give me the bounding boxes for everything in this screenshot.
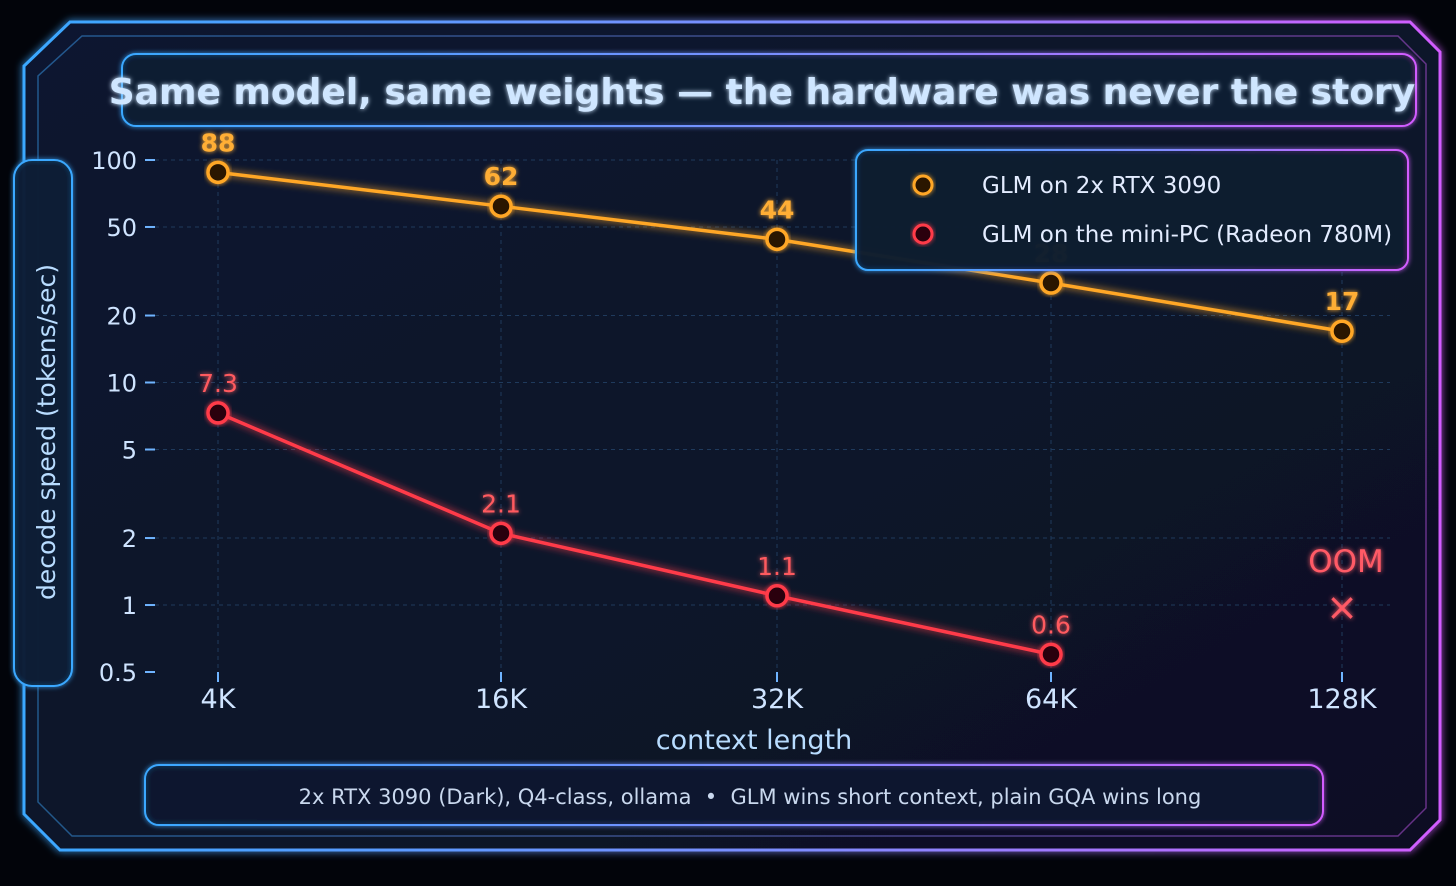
y-tick-label: 0.5 [99,659,137,687]
data-label: 17 [1325,287,1360,316]
legend-marker-series-a [912,174,934,196]
legend-item-series-a: GLM on 2x RTX 3090 [880,173,1221,199]
legend-item-series-b: GLM on the mini-PC (Radeon 780M) [880,222,1392,248]
title-box: Same model, same weights — the hardware … [109,53,1417,127]
data-point [206,401,230,425]
data-label: 0.6 [1031,610,1071,639]
x-tick-label: 32K [751,684,804,715]
y-tick-label: 50 [106,214,137,242]
legend: GLM on 2x RTX 3090 GLM on the mini-PC (R… [855,149,1409,271]
data-label: 88 [201,128,236,157]
data-point [489,521,513,546]
x-tick-labels: 4K 16K 32K 64K 128K [201,684,1378,715]
series-b: 7.3 2.1 1.1 0.6 [198,369,1071,667]
data-point [1330,319,1354,343]
data-point [489,194,513,218]
data-point [765,584,789,608]
data-point [1039,642,1063,667]
x-tick-label: 16K [475,684,528,715]
y-axis-title: decode speed (tokens/sec) [32,264,61,600]
data-label: 2.1 [481,489,521,518]
x-tick-label: 4K [201,684,237,715]
series-group: 88624428177.32.11.10.6 [198,128,1360,667]
data-label: 1.1 [757,552,797,581]
x-axis-title: context length [656,725,852,756]
y-axis-title-box: decode speed (tokens/sec) [13,159,73,687]
data-label: 7.3 [198,369,238,398]
data-point [1039,271,1063,295]
series-line [217,411,1052,657]
y-tick-label: 2 [122,525,137,553]
footer-note: 2x RTX 3090 (Dark), Q4-class, ollama • G… [299,785,1202,809]
data-label: 62 [484,162,519,191]
legend-marker-series-b [912,223,934,245]
chart-title: Same model, same weights — the hardware … [109,72,1416,113]
x-tick-label: 128K [1307,684,1378,715]
legend-label-series-a: GLM on 2x RTX 3090 [982,173,1221,199]
y-tick-label: 1 [122,592,137,620]
y-tick-label: 100 [91,147,137,175]
annotations: OOM × [1308,544,1384,629]
oom-marker: × [1326,585,1358,629]
y-tick-label: 10 [106,370,137,398]
data-label: 44 [760,195,795,224]
x-tick-label: 64K [1025,684,1078,715]
oom-label: OOM [1308,544,1384,580]
y-tick-label: 5 [122,436,137,464]
legend-label-series-b: GLM on the mini-PC (Radeon 780M) [982,222,1392,248]
y-tick-label: 20 [106,303,137,331]
data-point [206,160,230,185]
footer-box: 2x RTX 3090 (Dark), Q4-class, ollama • G… [144,764,1324,826]
data-point [765,227,789,252]
axes [145,158,1390,682]
y-tick-labels: 100 50 20 10 5 2 1 0.5 [91,147,137,687]
